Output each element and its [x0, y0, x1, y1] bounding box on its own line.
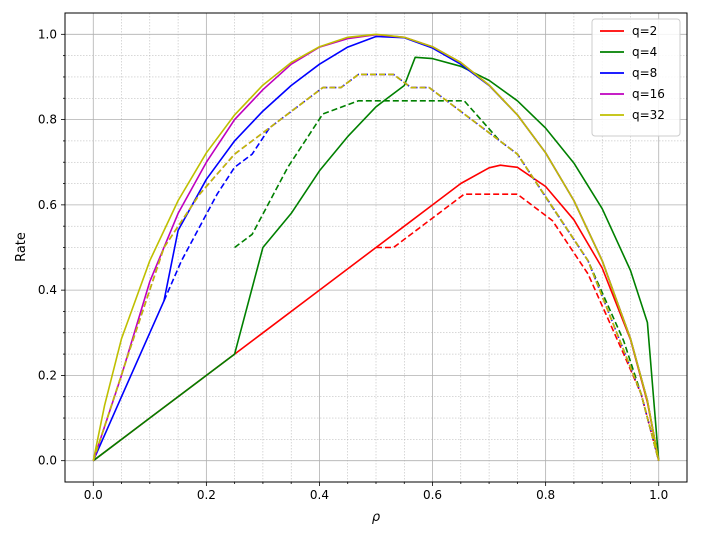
line-q-32-8	[92, 33, 660, 461]
dashed-line-series-5-5	[163, 73, 660, 461]
x-tick-label: 0.2	[197, 488, 216, 502]
dashed-line-series-1-1	[376, 193, 660, 461]
x-tick-label: 1.0	[649, 488, 668, 502]
legend-label: q=32	[632, 108, 665, 122]
legend-label: q=4	[632, 45, 657, 59]
y-tick-label: 0.4	[38, 283, 57, 297]
line-q-2-0	[92, 164, 660, 462]
legend-label: q=2	[632, 24, 657, 38]
y-tick-label: 0.8	[38, 113, 57, 127]
series-lines	[92, 33, 660, 462]
y-tick-label: 1.0	[38, 27, 57, 41]
dashed-line-series-9-9	[92, 73, 660, 461]
legend-label: q=8	[632, 66, 657, 80]
y-tick-label: 0.6	[38, 198, 57, 212]
legend: q=2 q=4 q=8 q=16 q=32	[591, 18, 681, 137]
y-tick-label: 0.2	[38, 368, 57, 382]
x-axis-label: ρ	[372, 510, 381, 525]
y-tick-label: 0.0	[38, 454, 57, 468]
y-axis-label: Rate	[14, 232, 29, 262]
axis-ticks: 0.0 0.2 0.4 0.6 0.8 1.0 0.0 0.2 0.4 0.6 0.8 1.0	[38, 27, 668, 502]
x-tick-label: 0.8	[536, 488, 555, 502]
legend-box	[591, 18, 681, 137]
x-tick-label: 0.0	[84, 488, 103, 502]
line-q-4-2	[92, 56, 660, 462]
dashed-line-series-3-3	[234, 100, 660, 461]
legend-label: q=16	[632, 87, 665, 101]
x-tick-label: 0.4	[310, 488, 329, 502]
x-tick-label: 0.6	[423, 488, 442, 502]
